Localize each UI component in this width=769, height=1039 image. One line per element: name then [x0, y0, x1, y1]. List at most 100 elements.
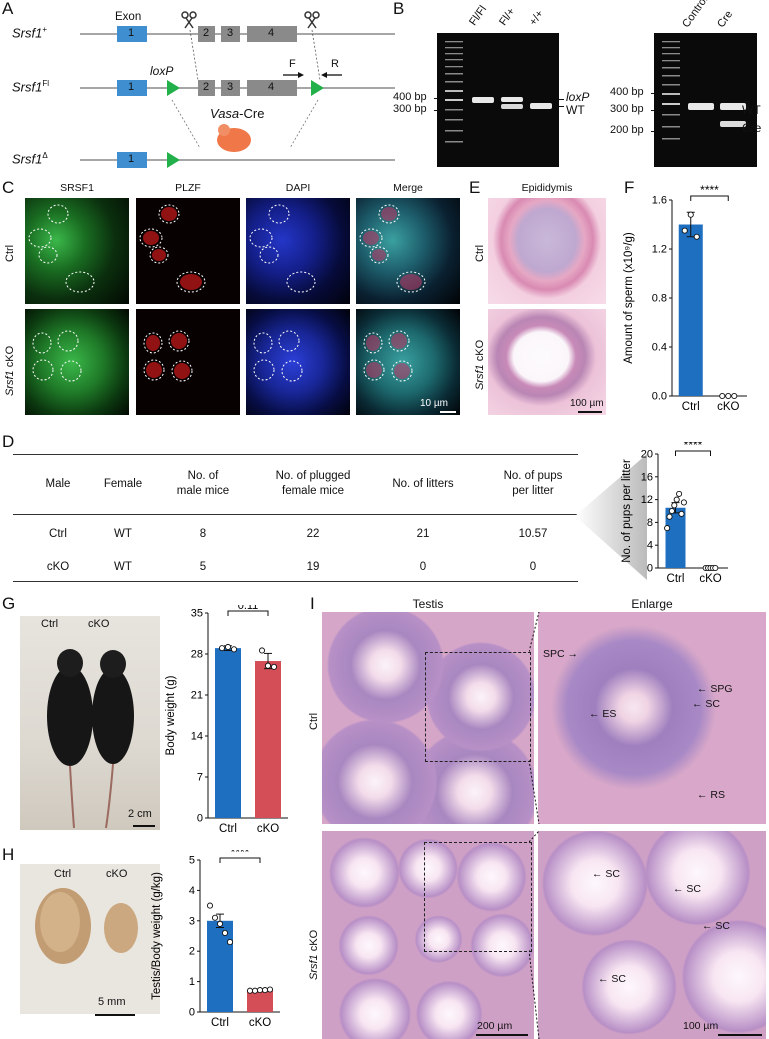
cell-type-label: ← SPG — [697, 683, 733, 695]
y-tick-label: 2 — [189, 946, 195, 958]
data-point — [712, 564, 719, 572]
allele-label-delta: Srsf1Δ — [12, 151, 48, 167]
epididymis-ctrl-image — [488, 198, 606, 304]
mouse-label: cKO — [88, 618, 110, 630]
cre-label: Vasa-Cre — [210, 106, 265, 121]
data-point — [668, 507, 675, 515]
y-tick-label: 0.4 — [652, 342, 667, 354]
data-point — [671, 502, 678, 509]
col-label: Testis — [412, 597, 444, 611]
table-cell: 0 — [529, 561, 537, 573]
data-point — [224, 643, 232, 651]
zoom-box — [424, 842, 532, 952]
cell-type-label: SPC → — [543, 648, 579, 660]
data-point — [270, 663, 278, 670]
y-axis-label: No. of pups per litter — [621, 459, 633, 563]
panel-label-d: D — [2, 432, 15, 451]
table-header: No. of male mice — [176, 470, 230, 497]
scale-bar — [718, 1034, 762, 1036]
testis-cko-enlarge — [538, 831, 766, 1039]
testis-ctrl-image — [322, 612, 534, 824]
data-point — [246, 987, 254, 994]
y-tick-label: 28 — [191, 649, 203, 661]
data-point — [681, 227, 688, 234]
epididymis-title: Epididymis — [521, 182, 573, 194]
scale-bar — [95, 1014, 135, 1016]
gel2-lane: Cre — [715, 8, 736, 30]
table-cell: 21 — [416, 528, 430, 540]
y-tick-label: 20 — [641, 449, 653, 461]
exon-2: 2 — [203, 27, 210, 39]
scale-label: 100 µm — [683, 1020, 719, 1032]
testis-ctrl-enlarge — [538, 612, 766, 824]
x-tick-label: cKO — [249, 1017, 271, 1029]
ctrl-srsf1-image — [25, 198, 129, 304]
data-point — [218, 645, 226, 652]
testis-label: cKO — [106, 868, 128, 880]
table-cell: 5 — [199, 561, 207, 573]
significance-bracket — [690, 195, 729, 201]
data-point — [226, 939, 234, 946]
testis-cko-image — [322, 831, 534, 1039]
y-tick-label: 14 — [191, 731, 203, 743]
y-tick-label: 0 — [647, 563, 653, 575]
row-label-cko: Srsf1 cKO — [308, 929, 320, 980]
exon-4: 4 — [268, 27, 275, 39]
cko-srsf1-image — [25, 309, 129, 415]
exon-3: 3 — [227, 81, 234, 93]
loxp-label: loxP — [150, 64, 174, 78]
testis-ratio-chart: 0 1 2 3 4 5 Ctrl cKO Testis/Body weight (g/kg) **… — [151, 850, 280, 1029]
table-cell: 19 — [306, 561, 320, 573]
y-axis-label: Amount of sperm (x10⁹/g) — [623, 232, 635, 364]
gel2-marker: 400 bp — [610, 86, 644, 98]
table-header: No. of plugged female mice — [275, 470, 351, 497]
y-tick-label: 16 — [641, 471, 653, 483]
allele-label-wt: Srsf1+ — [12, 25, 48, 41]
panel-label-a: A — [2, 0, 14, 18]
y-tick-label: 1.2 — [652, 244, 667, 256]
primer-f: F — [289, 58, 296, 70]
mouse-label: Ctrl — [41, 618, 59, 630]
gel1-band-wt: WT — [566, 103, 585, 117]
data-point — [251, 987, 259, 994]
table-cell: cKO — [46, 561, 70, 573]
channel-label: Merge — [393, 182, 423, 194]
bodyweight-chart: 0 7 14 21 28 35 Ctrl cKO Body weight (g) 0.11 — [165, 605, 288, 835]
y-tick-label: 5 — [189, 855, 195, 867]
gel2-lane: Control — [680, 0, 711, 31]
gel-image-2 — [654, 33, 757, 167]
gel2-band-wt: WT — [742, 103, 761, 117]
epididymis-cko-image — [488, 309, 606, 415]
dotted-connector — [529, 612, 540, 824]
x-tick-label: Ctrl — [211, 1017, 229, 1029]
dotted-connector — [529, 831, 540, 1039]
cko-plzf-image — [136, 309, 240, 415]
data-point — [676, 490, 683, 497]
testis-label: Ctrl — [54, 868, 72, 880]
significance-label: **** — [700, 185, 719, 197]
y-tick-label: 0.8 — [652, 293, 667, 305]
exon-2: 2 — [203, 81, 210, 93]
table-cell: Ctrl — [49, 528, 67, 540]
significance-bracket — [219, 857, 261, 863]
data-point — [693, 233, 700, 240]
exon-label: Exon — [115, 11, 142, 23]
panel-label-g: G — [2, 594, 16, 613]
ctrl-dapi-image — [246, 198, 350, 304]
significance-label: **** — [231, 850, 250, 859]
y-tick-label: 3 — [189, 915, 195, 927]
gel1-lane: Fl/Fl — [467, 3, 490, 29]
table-cell: 0 — [419, 561, 427, 573]
data-point — [258, 647, 266, 654]
cko-dapi-image — [246, 309, 350, 415]
exon-3: 3 — [227, 27, 234, 39]
significance-bracket — [675, 450, 711, 456]
cell-type-label: ← SC — [702, 920, 731, 932]
x-tick-label: Ctrl — [219, 823, 237, 835]
data-point — [206, 902, 214, 909]
data-point — [221, 929, 229, 937]
row-label-ctrl: Ctrl — [308, 712, 320, 730]
y-axis-label: Body weight (g) — [165, 675, 177, 755]
bar — [215, 648, 241, 818]
scale-label: 10 µm — [420, 398, 448, 409]
